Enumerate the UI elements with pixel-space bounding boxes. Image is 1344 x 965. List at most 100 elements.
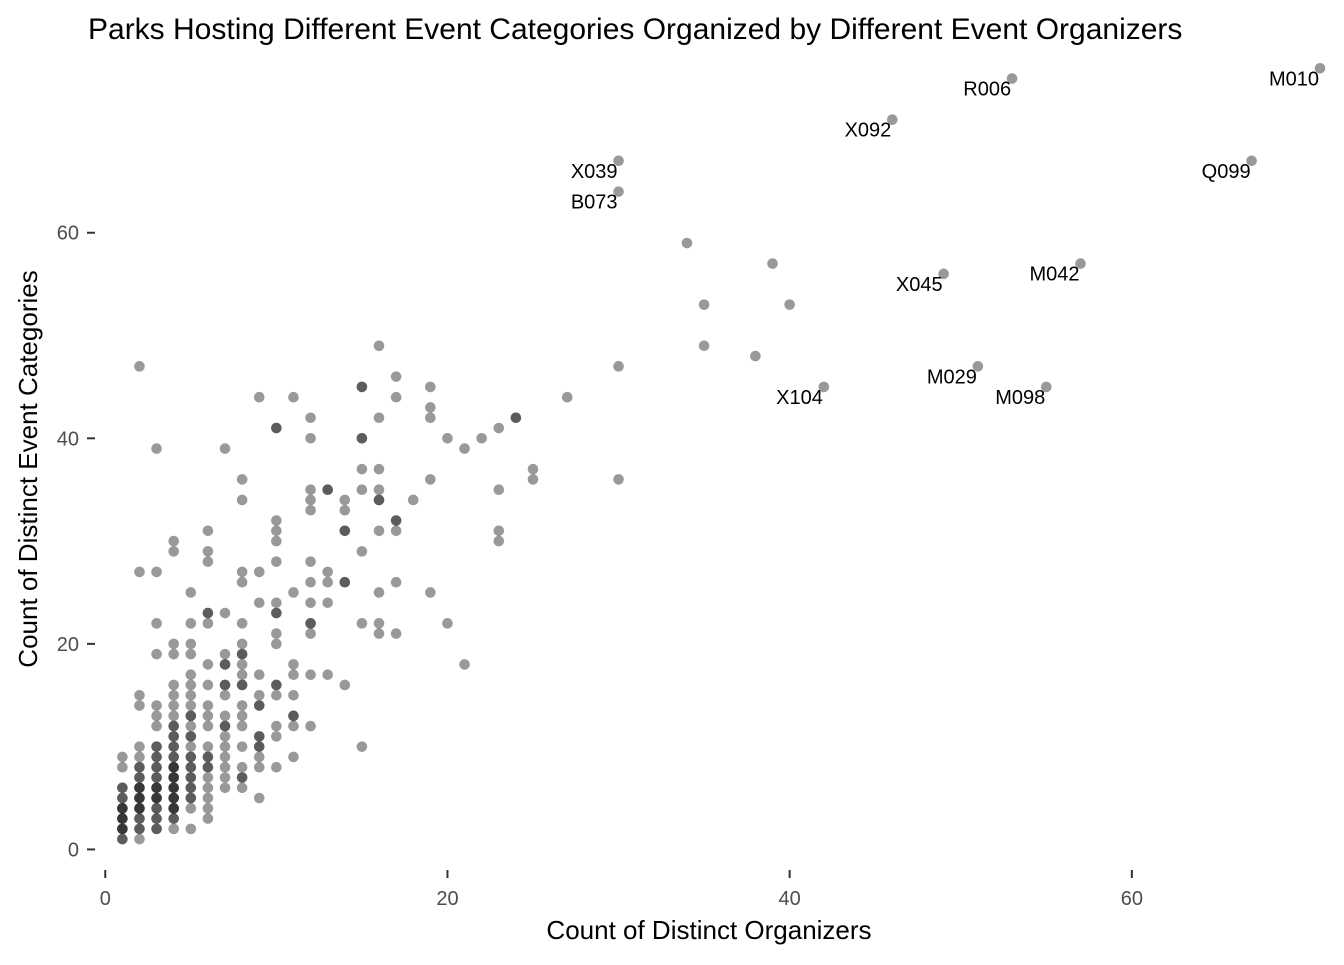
data-point [219,659,231,670]
data-point [168,792,180,804]
data-point [305,576,316,588]
data-point [459,659,470,670]
point-label: R006 [963,79,1011,101]
data-point [271,628,282,639]
data-point [322,566,333,578]
data-point [236,782,248,794]
data-point [613,155,624,167]
data-point [117,803,128,814]
data-point [185,792,197,804]
data-point [510,412,522,424]
chart-title: Parks Hosting Different Event Categories… [88,13,1182,46]
data-point [134,782,145,794]
data-point [305,597,316,609]
data-point [134,803,145,814]
point-label: M042 [1029,264,1079,286]
data-point [202,792,214,804]
data-point [305,556,316,567]
data-point [818,381,830,393]
data-point [527,463,539,475]
data-point [339,525,351,537]
data-point [373,587,385,598]
data-point [117,823,128,835]
data-point [356,741,368,752]
data-point [373,412,385,424]
data-point [151,741,162,752]
data-point [271,607,282,619]
data-point [168,689,180,701]
data-point [356,463,368,475]
data-point [151,710,162,722]
data-point [185,803,197,814]
data-point [185,782,197,794]
data-point [185,731,197,742]
data-point [134,689,145,701]
data-point [185,720,197,732]
data-point [151,792,162,804]
data-point [185,679,197,691]
data-point [972,361,984,372]
data-point [168,772,180,783]
data-point [185,772,197,783]
data-point [442,433,453,444]
data-point [185,710,197,722]
data-point [339,504,351,516]
y-tick-label: 20 [57,634,79,656]
data-point [271,422,282,434]
data-point [356,484,368,495]
data-point [288,720,299,732]
data-point [373,618,385,629]
data-point [134,782,145,794]
data-point [390,525,402,537]
data-point [219,720,231,732]
data-point [271,597,282,609]
data-point [390,371,402,382]
data-point [168,792,180,804]
data-point [373,494,385,506]
data-point [271,689,282,701]
data-point [151,782,162,794]
data-point [271,422,282,434]
data-point [117,823,128,835]
data-point [185,700,197,711]
data-point [493,525,505,537]
data-point [134,803,145,814]
data-point [938,268,949,280]
data-point [168,741,180,752]
data-point [288,391,299,403]
data-point [339,494,351,506]
data-point [236,710,248,722]
data-point [185,761,197,773]
data-point [185,772,197,783]
data-point [117,792,128,804]
data-point [527,474,539,485]
data-point [185,731,197,742]
data-point [168,710,180,722]
data-point [390,391,402,403]
data-point [305,618,316,629]
data-point [134,792,145,804]
data-point [322,484,333,495]
data-point [236,618,248,629]
data-point [253,741,265,752]
data-point [202,751,214,763]
data-point [236,679,248,691]
data-point [168,803,180,814]
data-point [202,741,214,752]
x-tick-label: 60 [1121,888,1143,910]
data-point [288,587,299,598]
data-point [322,576,333,588]
data-point [185,648,197,660]
data-point [356,546,368,557]
data-point [271,638,282,650]
data-point [784,299,795,310]
data-point [305,720,316,732]
data-point [151,761,162,773]
data-point [202,710,214,722]
data-point [219,679,231,691]
data-point [253,597,265,609]
data-point [356,433,368,444]
data-point [288,751,299,763]
point-label: Q099 [1202,161,1251,183]
